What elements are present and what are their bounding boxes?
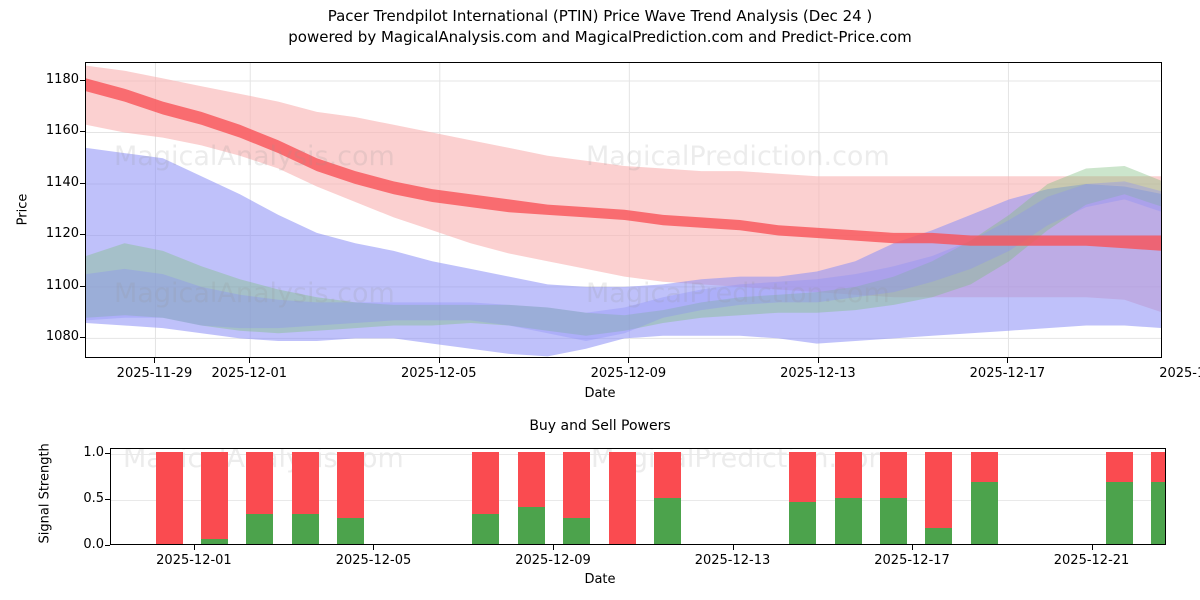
signal-bar bbox=[925, 451, 953, 544]
price-x-tick-label: 2025-12-17 bbox=[969, 366, 1046, 381]
signal-bar bbox=[291, 451, 319, 544]
buy-sell-x-tick bbox=[1091, 545, 1093, 550]
price-wave-bands bbox=[86, 63, 1161, 357]
price-x-tick-label: 2025-12-13 bbox=[780, 366, 856, 381]
signal-y-tick-label: 0.0 bbox=[83, 537, 104, 552]
buy-sell-x-tick-label: 2025-12-17 bbox=[874, 553, 950, 568]
page-title: Pacer Trendpilot International (PTIN) Pr… bbox=[0, 6, 1200, 48]
buy-sell-x-tick bbox=[912, 545, 914, 550]
buy-power-segment bbox=[563, 518, 591, 544]
buy-sell-x-tick-label: 2025-12-13 bbox=[694, 553, 771, 568]
buy-power-segment bbox=[337, 518, 365, 544]
signal-bar bbox=[834, 451, 862, 544]
buy-sell-x-tick bbox=[732, 545, 734, 550]
signal-bar bbox=[563, 451, 591, 544]
price-x-tick-label: 2025-12-09 bbox=[590, 366, 667, 381]
signal-bar bbox=[879, 451, 907, 544]
buy-power-segment bbox=[970, 482, 998, 544]
price-y-tick bbox=[80, 182, 85, 184]
buy-sell-gridline bbox=[111, 499, 1165, 501]
price-y-tick-label: 1180 bbox=[45, 72, 79, 88]
buy-sell-x-tick-label: 2025-12-01 bbox=[156, 553, 232, 568]
signal-bar bbox=[472, 451, 500, 544]
price-x-tick bbox=[628, 358, 630, 363]
price-x-tick-label: 2025-12-05 bbox=[401, 366, 477, 381]
buy-sell-x-tick-label: 2025-12-21 bbox=[1053, 553, 1130, 568]
price-y-tick bbox=[80, 337, 85, 339]
buy-power-segment bbox=[789, 502, 817, 544]
signal-bar bbox=[654, 451, 681, 544]
signal-bar bbox=[608, 451, 636, 544]
title-line-primary: Pacer Trendpilot International (PTIN) Pr… bbox=[327, 7, 873, 25]
price-x-tick-label: 2025-11-29 bbox=[116, 366, 193, 381]
buy-power-segment bbox=[925, 528, 953, 544]
signal-bar bbox=[246, 451, 274, 544]
signal-y-tick-label: 1.0 bbox=[83, 444, 104, 460]
price-y-tick-label: 1160 bbox=[45, 123, 79, 139]
price-y-tick bbox=[80, 131, 85, 133]
buy-power-segment bbox=[291, 513, 319, 544]
signal-bar bbox=[970, 451, 998, 544]
price-wave-plot-area: MagicalAnalysis.comMagicalPrediction.com… bbox=[85, 62, 1162, 358]
buy-sell-x-tick bbox=[373, 545, 375, 550]
buy-power-segment bbox=[517, 507, 545, 544]
buy-power-segment bbox=[879, 497, 907, 544]
buy-power-segment bbox=[1151, 482, 1165, 544]
buy-power-segment bbox=[834, 497, 862, 544]
buy-sell-x-tick-label: 2025-12-05 bbox=[335, 553, 412, 568]
signal-y-tick bbox=[105, 498, 110, 500]
sell-power-segment bbox=[608, 451, 636, 544]
price-y-tick bbox=[80, 80, 85, 82]
price-x-tick-label: 2025-12-01 bbox=[211, 366, 288, 381]
price-x-tick bbox=[817, 358, 819, 363]
buy-power-segment bbox=[654, 497, 681, 544]
buy-power-segment bbox=[472, 514, 500, 544]
buy-sell-x-axis-title: Date bbox=[584, 572, 616, 587]
price-y-tick-label: 1080 bbox=[45, 329, 79, 345]
sell-power-segment bbox=[200, 451, 228, 544]
title-line-secondary: powered by MagicalAnalysis.com and Magic… bbox=[288, 28, 912, 46]
signal-bar bbox=[1105, 451, 1133, 544]
price-x-tick bbox=[438, 358, 440, 363]
price-x-tick-label: 2025-12-21 bbox=[1159, 366, 1200, 381]
price-y-tick-label: 1100 bbox=[45, 277, 79, 293]
price-y-tick bbox=[80, 285, 85, 287]
signal-y-tick-label: 0.5 bbox=[83, 490, 104, 506]
signal-bar bbox=[1151, 451, 1165, 544]
price-y-tick-label: 1120 bbox=[45, 226, 79, 242]
buy-sell-title: Buy and Sell Powers bbox=[529, 418, 671, 434]
price-x-tick bbox=[1007, 358, 1009, 363]
price-x-axis-title: Date bbox=[584, 386, 616, 401]
signal-strength-axis-title: Signal Strength bbox=[37, 443, 53, 544]
price-x-tick bbox=[249, 358, 251, 363]
signal-bar bbox=[155, 451, 183, 544]
buy-power-segment bbox=[200, 539, 228, 544]
signal-bar bbox=[789, 451, 817, 544]
price-y-axis-title: Price bbox=[15, 193, 31, 226]
buy-sell-x-tick bbox=[193, 545, 195, 550]
buy-sell-x-tick bbox=[552, 545, 554, 550]
signal-bar bbox=[337, 451, 365, 544]
signal-bar bbox=[517, 451, 545, 544]
buy-power-segment bbox=[1105, 482, 1133, 544]
signal-y-tick bbox=[105, 545, 110, 546]
price-y-tick-label: 1140 bbox=[45, 174, 79, 190]
buy-power-segment bbox=[246, 513, 274, 544]
buy-sell-gridline bbox=[111, 453, 1165, 455]
price-x-tick bbox=[154, 358, 156, 363]
sell-power-segment bbox=[155, 451, 183, 544]
signal-y-tick bbox=[105, 452, 110, 454]
price-y-tick bbox=[80, 234, 85, 236]
buy-sell-x-tick-label: 2025-12-09 bbox=[515, 553, 591, 568]
signal-bar bbox=[200, 451, 228, 544]
